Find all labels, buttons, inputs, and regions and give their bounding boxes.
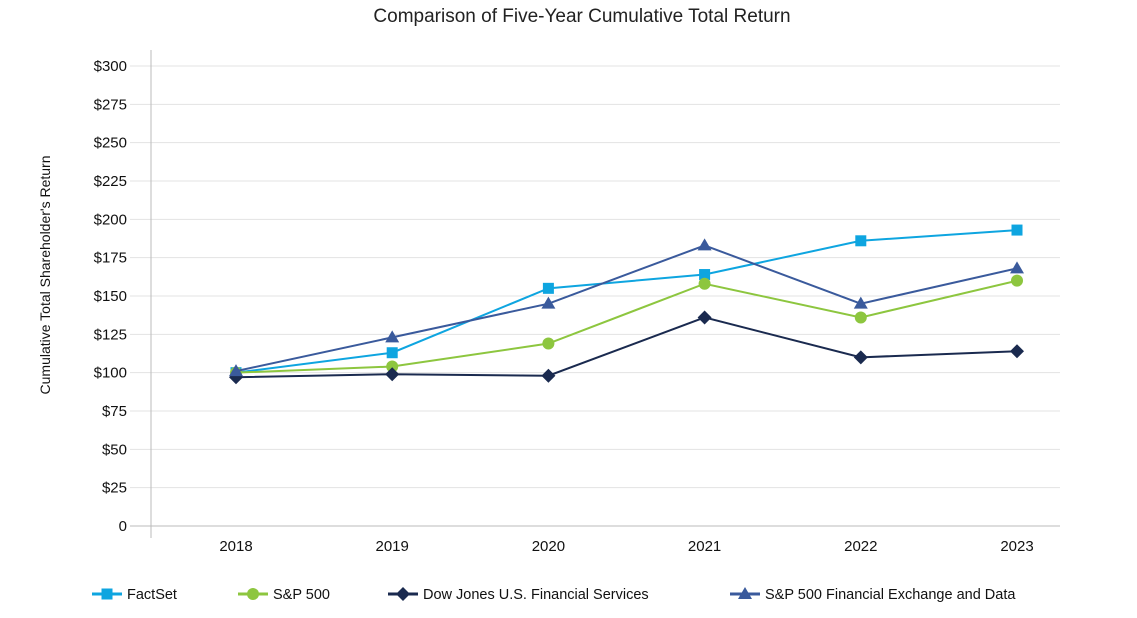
data-point: [229, 364, 243, 377]
y-axis-label: Cumulative Total Shareholder's Return: [37, 156, 53, 395]
y-tick-label: $100: [94, 365, 127, 382]
y-tick-label: $175: [94, 250, 127, 267]
data-point: [542, 337, 555, 350]
series-s-p-500-financial-exchange-and-data: [229, 238, 1024, 377]
x-tick-label: 2018: [219, 538, 252, 555]
data-point: [699, 269, 711, 281]
data-point: [1010, 344, 1024, 359]
data-point: [542, 282, 554, 294]
data-point: [697, 310, 712, 325]
chart-title: Comparison of Five-Year Cumulative Total…: [373, 6, 790, 27]
data-point: [1011, 274, 1023, 287]
data-point: [855, 235, 867, 247]
data-point: [1010, 261, 1024, 274]
legend-marker: [396, 587, 410, 601]
y-tick-label: 0: [119, 518, 127, 535]
y-tick-label: $250: [94, 135, 127, 152]
data-point: [853, 350, 868, 365]
legend-label: Dow Jones U.S. Financial Services: [423, 587, 649, 603]
legend-marker: [101, 588, 113, 600]
y-tick-label: $125: [94, 326, 127, 343]
data-point: [698, 277, 711, 290]
legend-item: Dow Jones U.S. Financial Services: [388, 587, 649, 603]
legend-item: S&P 500: [238, 587, 330, 603]
data-point: [1011, 224, 1023, 236]
series-line: [235, 279, 1018, 374]
series-s-p-500: [230, 274, 1023, 379]
data-point: [541, 296, 556, 309]
x-tick-label: 2022: [844, 538, 877, 555]
x-tick-label: 2020: [532, 538, 565, 555]
data-point: [853, 296, 868, 309]
series-line: [235, 244, 1018, 373]
y-tick-label: $200: [94, 211, 127, 228]
x-tick-label: 2023: [1000, 538, 1033, 555]
data-point: [385, 330, 400, 343]
legend-label: S&P 500: [273, 587, 330, 603]
data-point: [386, 360, 399, 373]
series-line: [235, 316, 1018, 379]
legend-marker: [738, 587, 752, 599]
y-tick-label: $50: [102, 441, 127, 458]
legend-label: FactSet: [127, 587, 177, 603]
legend-item: S&P 500 Financial Exchange and Data: [730, 587, 1016, 603]
legend-marker: [247, 588, 259, 600]
y-tick-label: $300: [94, 58, 127, 75]
data-point: [385, 367, 400, 382]
y-tick-label: $75: [102, 403, 127, 420]
data-point: [854, 311, 867, 324]
y-tick-label: $25: [102, 480, 127, 497]
series-line: [235, 229, 1018, 374]
data-point: [386, 347, 398, 359]
y-tick-label: $225: [94, 173, 127, 190]
y-tick-label: $150: [94, 288, 127, 305]
data-point: [541, 368, 556, 383]
x-tick-label: 2019: [376, 538, 409, 555]
data-point: [697, 238, 712, 251]
y-tick-label: $275: [94, 96, 127, 113]
legend-label: S&P 500 Financial Exchange and Data: [765, 587, 1016, 603]
legend-item: FactSet: [92, 587, 177, 603]
x-tick-label: 2021: [688, 538, 721, 555]
